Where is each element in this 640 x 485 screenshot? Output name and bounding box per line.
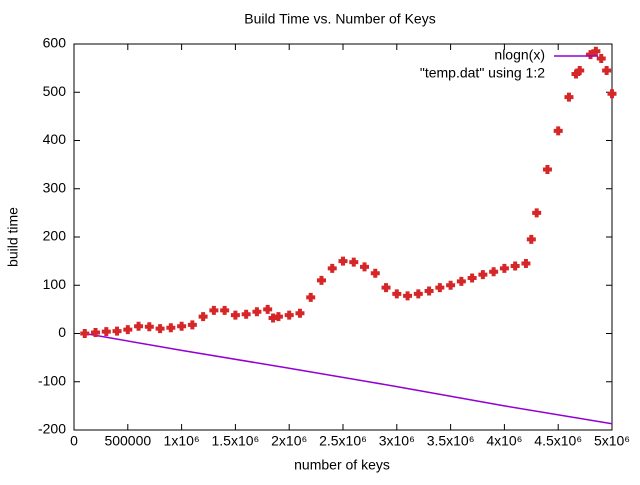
x-tick-label: 500000 xyxy=(104,433,151,449)
y-tick-label: 400 xyxy=(43,131,67,147)
data-point xyxy=(273,312,283,322)
x-tick-label: 2.5x10⁶ xyxy=(319,433,367,449)
data-point xyxy=(607,89,617,99)
data-point xyxy=(499,263,509,273)
y-tick-label: 500 xyxy=(43,83,67,99)
data-point xyxy=(403,291,413,301)
chart-title: Build Time vs. Number of Keys xyxy=(244,11,435,27)
data-point xyxy=(284,310,294,320)
data-point xyxy=(327,263,337,273)
legend-label: nlogn(x) xyxy=(494,47,545,63)
y-tick-label: 300 xyxy=(43,179,67,195)
x-axis-label: number of keys xyxy=(294,457,390,473)
data-point xyxy=(553,126,563,136)
y-tick-label: -100 xyxy=(38,372,66,388)
data-point xyxy=(489,267,499,277)
data-point xyxy=(413,289,423,299)
data-point xyxy=(252,307,262,317)
legend-label: "temp.dat" using 1:2 xyxy=(420,65,545,81)
data-point xyxy=(91,328,101,338)
data-point xyxy=(446,280,456,290)
y-tick-label: 200 xyxy=(43,228,67,244)
x-tick-label: 5x10⁶ xyxy=(594,433,630,449)
x-tick-label: 4.5x10⁶ xyxy=(534,433,582,449)
x-tick-label: 1.5x10⁶ xyxy=(212,433,260,449)
data-point xyxy=(360,262,370,272)
data-point xyxy=(392,289,402,299)
data-point xyxy=(521,259,531,269)
data-point xyxy=(564,92,574,102)
data-point xyxy=(198,312,208,322)
x-tick-label: 3.5x10⁶ xyxy=(427,433,475,449)
data-point xyxy=(526,234,536,244)
y-tick-label: 0 xyxy=(58,324,66,340)
legend-swatch xyxy=(571,69,581,79)
data-point xyxy=(338,256,348,266)
data-point xyxy=(241,309,251,319)
data-point xyxy=(295,308,305,318)
y-tick-label: -200 xyxy=(38,421,66,437)
data-point xyxy=(177,321,187,331)
data-point xyxy=(532,208,542,218)
data-point xyxy=(510,261,520,271)
x-tick-label: 3x10⁶ xyxy=(379,433,415,449)
data-point xyxy=(456,276,466,286)
data-point xyxy=(80,329,90,338)
x-tick-label: 0 xyxy=(70,433,78,449)
data-point xyxy=(542,164,552,174)
data-point xyxy=(467,273,477,283)
data-point xyxy=(316,275,326,285)
data-point xyxy=(166,323,176,333)
data-point xyxy=(187,320,197,330)
data-point xyxy=(478,270,488,280)
data-point xyxy=(306,292,316,302)
data-point xyxy=(101,327,111,337)
data-point xyxy=(424,286,434,296)
x-tick-label: 1x10⁶ xyxy=(164,433,200,449)
y-tick-label: 100 xyxy=(43,276,67,292)
x-tick-label: 2x10⁶ xyxy=(271,433,307,449)
data-point xyxy=(230,310,240,320)
data-point xyxy=(435,283,445,293)
y-tick-label: 600 xyxy=(43,35,67,51)
data-point xyxy=(144,322,154,332)
data-point xyxy=(123,325,133,335)
data-point xyxy=(220,305,230,315)
data-point xyxy=(263,304,273,314)
data-point xyxy=(381,283,391,293)
data-point xyxy=(591,46,601,56)
y-axis-label: build time xyxy=(5,207,21,267)
data-point xyxy=(370,268,380,278)
x-tick-label: 4x10⁶ xyxy=(486,433,522,449)
data-point xyxy=(112,326,122,336)
data-point xyxy=(209,305,219,315)
data-point xyxy=(602,66,612,76)
data-point xyxy=(596,53,606,63)
data-point xyxy=(134,321,144,331)
data-point xyxy=(155,324,165,334)
series-line xyxy=(84,332,613,425)
data-point xyxy=(349,257,359,267)
